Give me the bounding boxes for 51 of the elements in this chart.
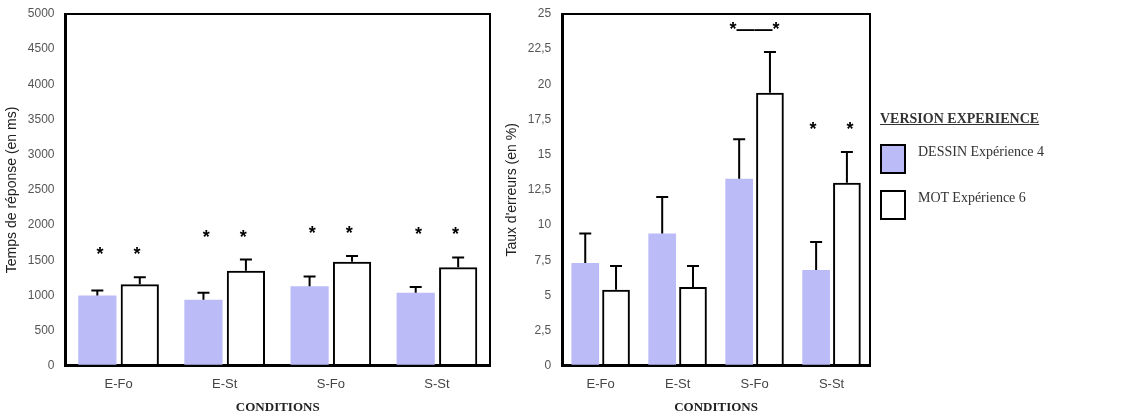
y-tick-label: 5 bbox=[544, 287, 552, 302]
y-tick-label: 20 bbox=[537, 76, 552, 91]
bar bbox=[571, 263, 600, 366]
y-tick-label: 0 bbox=[47, 358, 55, 373]
y-tick-label: 12,5 bbox=[527, 182, 552, 197]
legend-label: MOT Expérience 6 bbox=[918, 190, 1026, 206]
y-tick-label: 4000 bbox=[27, 76, 55, 91]
x-tick-label: S-Fo bbox=[740, 376, 769, 392]
annotation: * * bbox=[414, 224, 459, 245]
x-tick-label: S-Fo bbox=[316, 376, 345, 392]
y-tick-label: 3500 bbox=[27, 111, 55, 126]
bar bbox=[78, 295, 117, 366]
y-tick-label: 7,5 bbox=[534, 252, 552, 267]
bar bbox=[290, 286, 329, 366]
y-tick-label: 1500 bbox=[27, 252, 55, 267]
legend-label: DESSIN Expérience 4 bbox=[918, 144, 1044, 160]
bar bbox=[184, 299, 223, 366]
bar bbox=[725, 178, 754, 366]
y-tick-label: 25 bbox=[537, 6, 552, 21]
y-tick-label: 2500 bbox=[27, 182, 55, 197]
y-tick-label: 1000 bbox=[27, 287, 55, 302]
y-tick-label: 17,5 bbox=[527, 111, 552, 126]
y-tick-label: 3000 bbox=[27, 147, 55, 162]
annotation: * * bbox=[809, 118, 854, 139]
y-tick-label: 5000 bbox=[27, 6, 55, 21]
annotation: * * bbox=[96, 244, 141, 265]
y-tick-label: 4500 bbox=[27, 41, 55, 56]
y-tick-label: 0 bbox=[544, 358, 552, 373]
x-tick-label: E-St bbox=[664, 376, 691, 392]
x-tick-label: S-St bbox=[818, 376, 845, 392]
y-tick-label: 22,5 bbox=[527, 41, 552, 56]
x-tick-label: S-St bbox=[424, 376, 450, 392]
y-tick-label: 2,5 bbox=[534, 322, 552, 337]
legend-title: VERSION EXPERIENCE bbox=[880, 110, 1041, 128]
y-tick-label: 15 bbox=[537, 147, 552, 162]
x-axis-title: CONDITIONS bbox=[674, 398, 758, 414]
x-tick-label: E-Fo bbox=[586, 376, 615, 392]
annotation: *——* bbox=[729, 18, 780, 39]
y-axis-title: Taux d'erreurs (en %) bbox=[503, 123, 520, 257]
x-tick-label: E-Fo bbox=[104, 376, 133, 392]
annotation: * * bbox=[202, 226, 247, 247]
x-tick-label: E-St bbox=[212, 376, 238, 392]
bar bbox=[396, 292, 435, 366]
y-tick-label: 500 bbox=[34, 322, 55, 337]
bar bbox=[648, 233, 677, 366]
bar bbox=[802, 270, 830, 366]
x-axis-title: CONDITIONS bbox=[235, 398, 320, 414]
y-tick-label: 10 bbox=[537, 217, 552, 232]
y-tick-label: 2000 bbox=[27, 217, 55, 232]
y-axis-title: Temps de réponse (en ms) bbox=[3, 106, 20, 274]
annotation: * * bbox=[308, 223, 353, 244]
